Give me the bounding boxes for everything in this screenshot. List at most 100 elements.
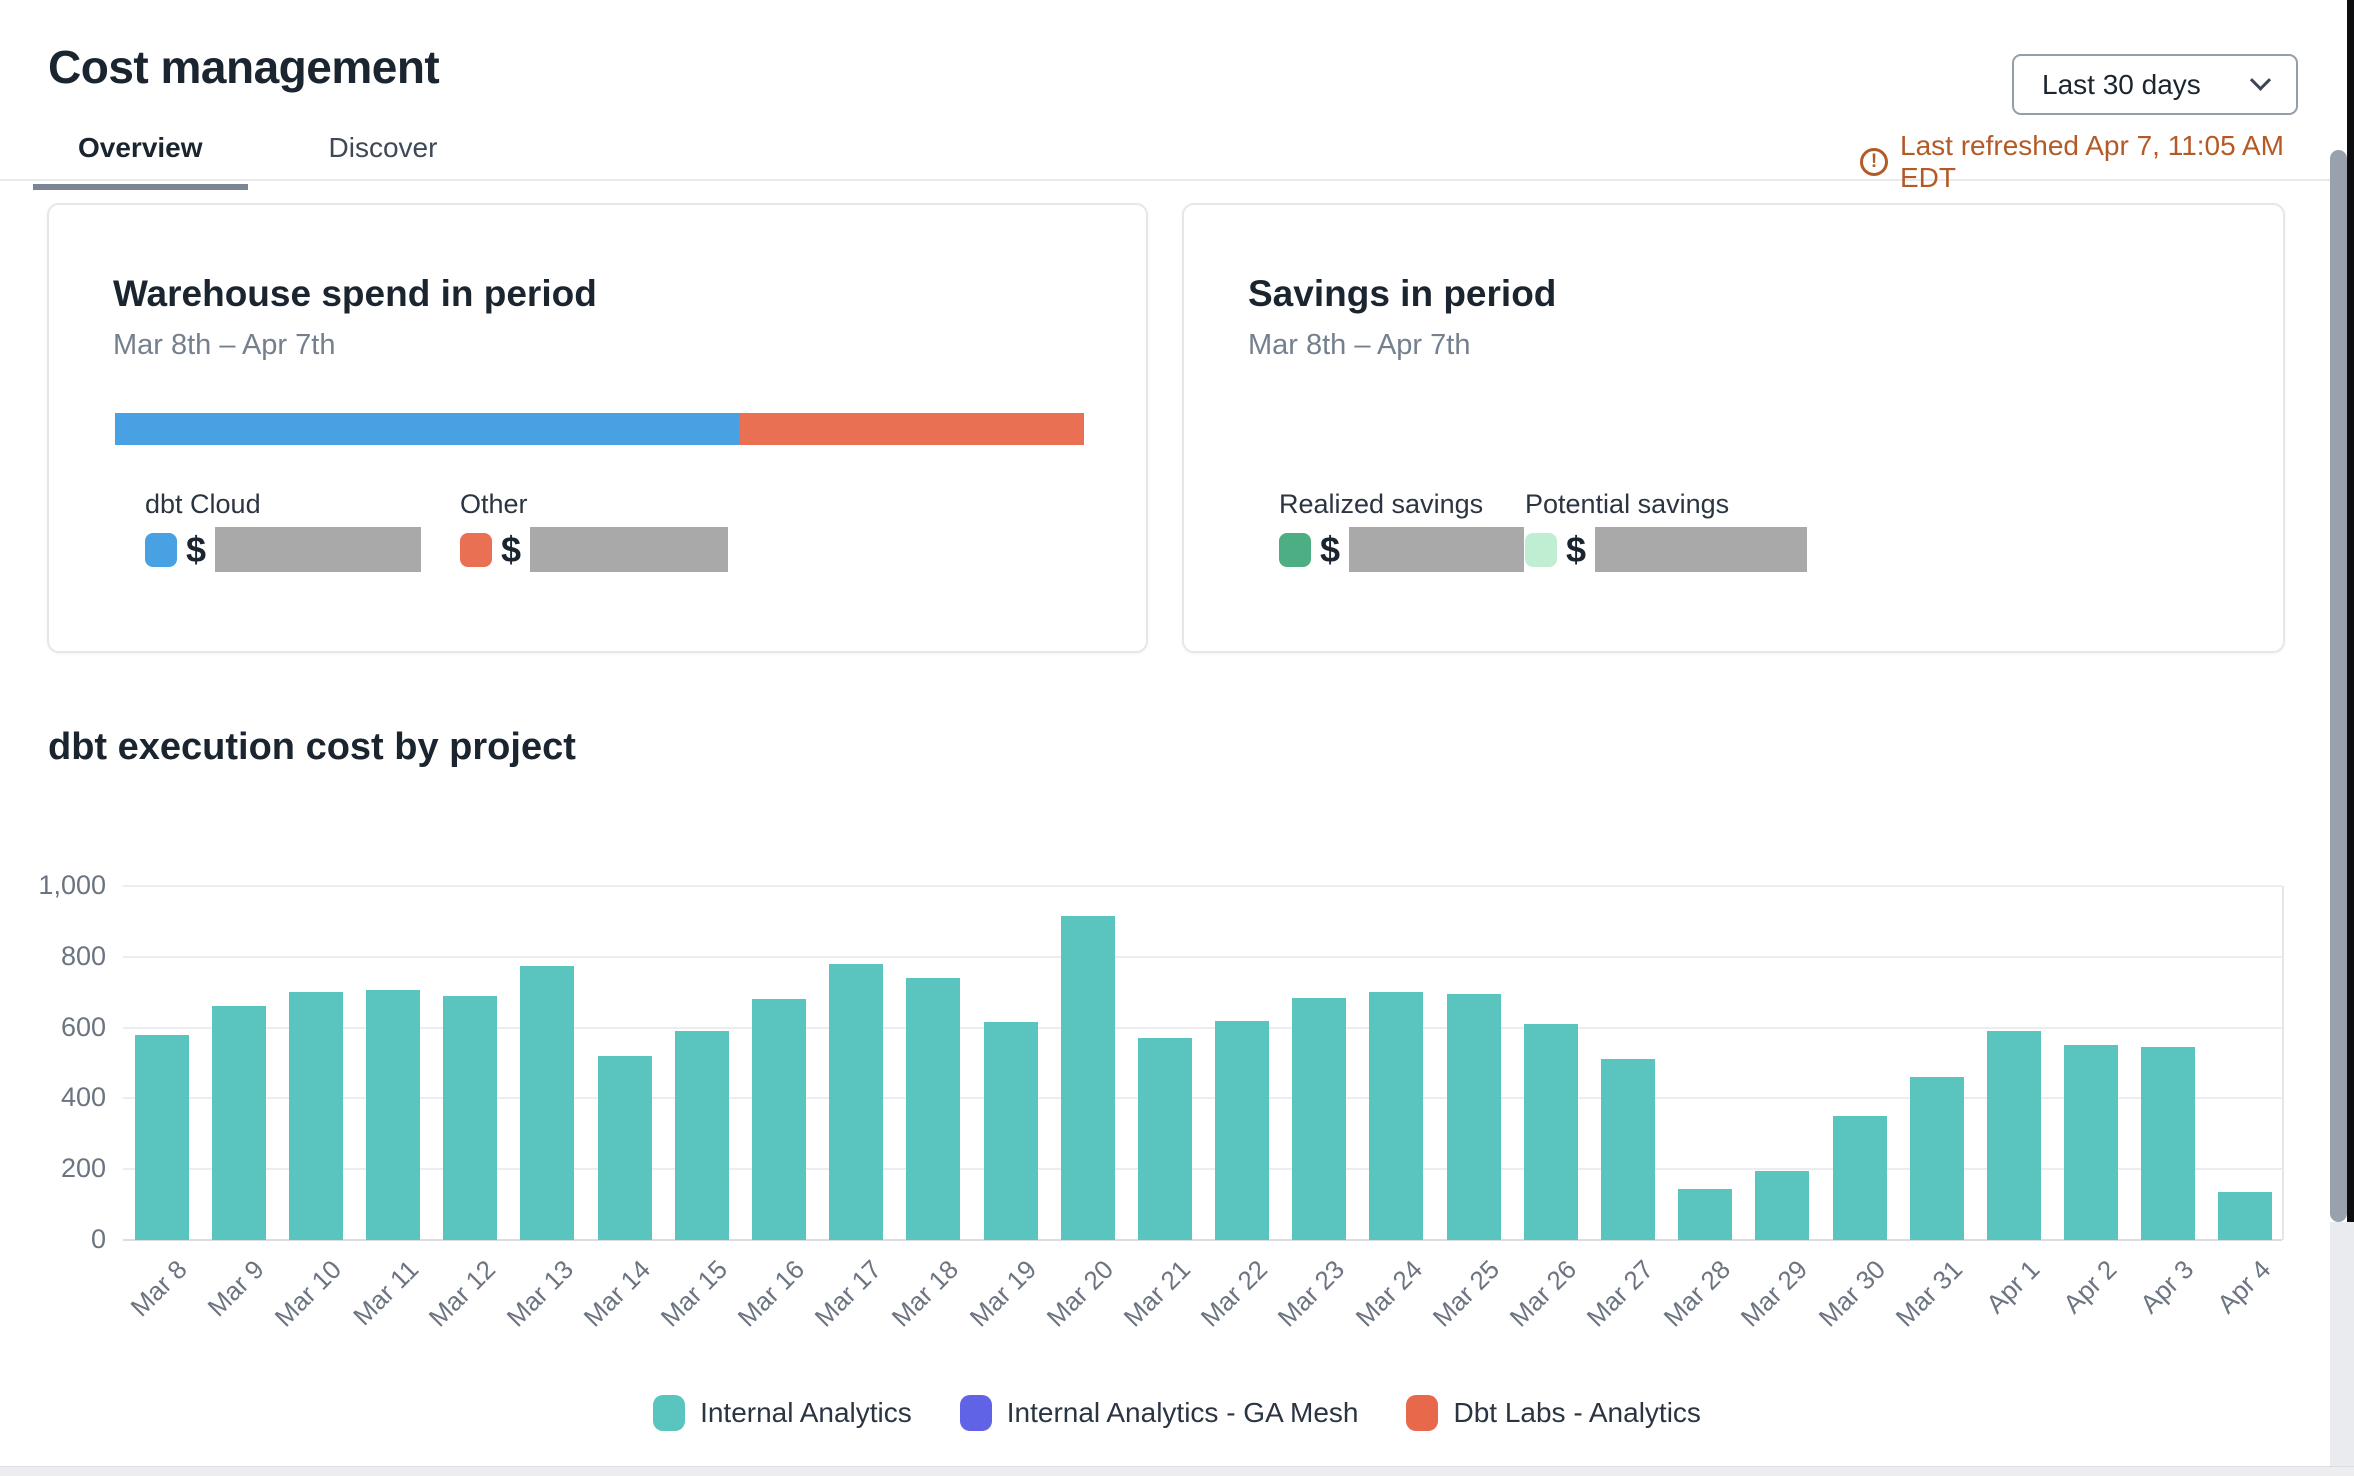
bar-mar-20[interactable]: [1060, 916, 1115, 1240]
warehouse-spend-stacked-bar[interactable]: [115, 413, 1084, 445]
chart-gridline: [123, 1097, 2282, 1100]
bar-apr-3[interactable]: [2141, 1047, 2196, 1240]
savings-card-subtitle: Mar 8th – Apr 7th: [1248, 329, 1471, 361]
date-range-value: Last 30 days: [2042, 68, 2201, 100]
redacted-value-box: [1595, 527, 1808, 572]
x-axis-tick-label: Apr 2: [2057, 1254, 2123, 1320]
x-axis-tick-label: Mar 13: [500, 1254, 579, 1333]
vertical-scrollbar-thumb[interactable]: [2330, 150, 2347, 1222]
y-axis-tick-label: 1,000: [38, 870, 106, 900]
warehouse-legend-label-other: Other: [460, 489, 528, 519]
stacked-bar-segment[interactable]: [740, 413, 1084, 445]
warehouse-card-title: Warehouse spend in period: [113, 273, 597, 314]
x-axis-tick-label: Mar 17: [808, 1254, 888, 1333]
warehouse-legend-value-other: $: [460, 527, 729, 572]
legend-item-internal-analytics-ga-mesh[interactable]: Internal Analytics - GA Mesh: [959, 1395, 1359, 1431]
bar-mar-27[interactable]: [1600, 1059, 1655, 1240]
savings-card-title: Savings in period: [1248, 273, 1557, 314]
dollar-sign: $: [186, 528, 207, 570]
warehouse-card-subtitle: Mar 8th – Apr 7th: [113, 329, 336, 361]
potential-savings-value: $: [1525, 527, 1808, 572]
x-axis-tick-label: Mar 24: [1349, 1254, 1428, 1333]
redacted-value-box: [530, 527, 729, 572]
tab-discover[interactable]: Discover: [328, 132, 438, 163]
bar-mar-8[interactable]: [134, 1034, 189, 1240]
warehouse-spend-card: Warehouse spend in period Mar 8th – Apr …: [47, 203, 1148, 653]
bar-mar-30[interactable]: [1832, 1116, 1887, 1240]
bar-apr-4[interactable]: [2218, 1192, 2273, 1240]
y-axis-tick-label: 600: [60, 1011, 106, 1042]
last-refreshed-status: ! Last refreshed Apr 7, 11:05 AM EDT: [1860, 130, 2304, 194]
date-range-select[interactable]: Last 30 days: [2012, 54, 2298, 115]
bar-apr-2[interactable]: [2064, 1045, 2119, 1240]
bar-mar-17[interactable]: [829, 963, 884, 1240]
bar-mar-29[interactable]: [1755, 1170, 1810, 1240]
chart-legend: Internal Analytics Internal Analytics - G…: [0, 1395, 2354, 1431]
bar-apr-1[interactable]: [1986, 1031, 2041, 1240]
x-axis-tick-label: Mar 14: [577, 1254, 656, 1333]
chart-plot-area: [123, 885, 2284, 1241]
bar-mar-21[interactable]: [1137, 1038, 1192, 1240]
bar-mar-12[interactable]: [443, 995, 498, 1240]
x-axis-tick-label: Mar 25: [1426, 1254, 1505, 1333]
x-axis-tick-label: Mar 30: [1812, 1254, 1891, 1333]
y-axis-tick-label: 0: [90, 1224, 106, 1254]
bar-mar-16[interactable]: [752, 999, 807, 1240]
chart-gridline: [123, 885, 2282, 887]
bar-mar-22[interactable]: [1215, 1020, 1270, 1240]
chart-gridline: [123, 955, 2282, 958]
bar-mar-23[interactable]: [1292, 997, 1347, 1240]
tab-overview[interactable]: Overview: [33, 132, 248, 190]
legend-swatch: [1406, 1395, 1439, 1431]
bar-mar-31[interactable]: [1909, 1077, 1964, 1240]
x-axis-tick-label: Mar 27: [1580, 1254, 1660, 1333]
x-axis-tick-label: Mar 12: [423, 1254, 502, 1333]
x-axis-tick-label: Mar 28: [1657, 1254, 1737, 1333]
redacted-value-box: [215, 527, 422, 572]
x-axis-tick-label: Mar 23: [1272, 1254, 1351, 1333]
x-axis-tick-label: Mar 18: [886, 1254, 965, 1333]
x-axis-tick-label: Mar 9: [201, 1254, 270, 1323]
legend-swatch: [959, 1395, 992, 1431]
bar-mar-25[interactable]: [1446, 993, 1501, 1240]
bar-mar-18[interactable]: [906, 978, 961, 1240]
bar-mar-11[interactable]: [366, 990, 421, 1240]
scrollbar-track-lower: [2330, 1222, 2354, 1466]
x-axis-tick-label: Apr 4: [2211, 1254, 2277, 1320]
chart-gridline: [123, 1026, 2282, 1029]
dollar-sign: $: [501, 528, 522, 570]
stacked-bar-segment[interactable]: [115, 413, 740, 445]
dbt-cloud-swatch: [145, 532, 177, 567]
x-axis-tick-label: Mar 8: [124, 1254, 193, 1323]
tab-bar: Overview Discover: [33, 132, 467, 190]
x-axis-tick-label: Apr 3: [2134, 1254, 2200, 1320]
other-swatch: [460, 532, 492, 567]
bar-mar-10[interactable]: [288, 992, 343, 1240]
legend-item-internal-analytics[interactable]: Internal Analytics: [653, 1395, 912, 1431]
x-axis-tick-label: Mar 11: [347, 1254, 425, 1332]
tabs-divider: [0, 179, 2354, 181]
chart-gridline: [123, 1239, 2282, 1241]
x-axis-tick-label: Mar 15: [654, 1254, 734, 1333]
bar-mar-28[interactable]: [1678, 1188, 1733, 1240]
dollar-sign: $: [1566, 528, 1587, 570]
last-refreshed-text: Last refreshed Apr 7, 11:05 AM EDT: [1900, 130, 2284, 193]
dollar-sign: $: [1320, 528, 1341, 570]
x-axis-tick-label: Mar 31: [1889, 1254, 1968, 1333]
bar-mar-14[interactable]: [597, 1055, 652, 1240]
x-axis-tick-label: Mar 16: [731, 1254, 811, 1333]
legend-label: Dbt Labs - Analytics: [1453, 1397, 1701, 1428]
legend-label: Internal Analytics - GA Mesh: [1006, 1397, 1359, 1428]
legend-item-dbt-labs-analytics[interactable]: Dbt Labs - Analytics: [1406, 1395, 1701, 1431]
realized-savings-label: Realized savings: [1279, 489, 1484, 519]
x-axis-tick-label: Mar 26: [1503, 1254, 1583, 1333]
x-axis-tick-label: Mar 20: [1040, 1254, 1119, 1333]
bar-mar-19[interactable]: [983, 1022, 1038, 1240]
window-right-edge: [2347, 0, 2354, 1222]
bar-mar-13[interactable]: [520, 965, 575, 1240]
bar-mar-15[interactable]: [674, 1031, 729, 1240]
bar-mar-9[interactable]: [211, 1006, 266, 1240]
bar-mar-24[interactable]: [1369, 992, 1424, 1240]
alert-icon: !: [1860, 148, 1888, 176]
bar-mar-26[interactable]: [1523, 1024, 1578, 1240]
